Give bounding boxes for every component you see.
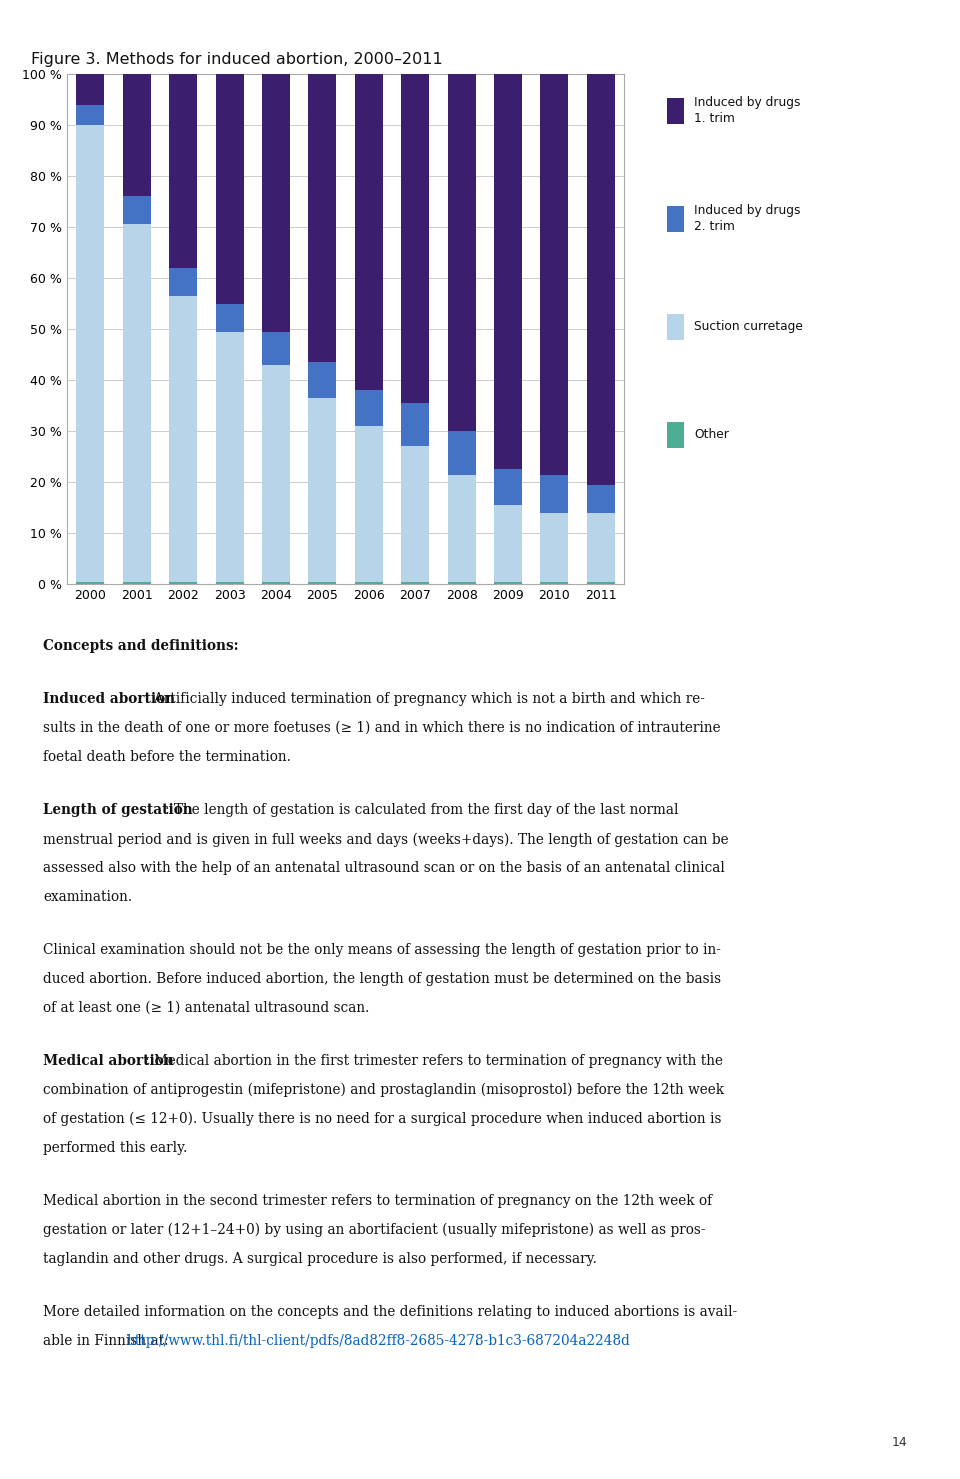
Text: of gestation (≤ 12+0). Usually there is no need for a surgical procedure when in: of gestation (≤ 12+0). Usually there is … xyxy=(43,1112,722,1127)
Bar xyxy=(216,581,244,584)
Bar xyxy=(216,74,244,303)
Text: : Medical abortion in the first trimester refers to termination of pregnancy wit: : Medical abortion in the first trimeste… xyxy=(145,1055,723,1068)
Bar xyxy=(355,74,383,390)
Bar xyxy=(401,581,429,584)
Bar xyxy=(540,513,568,581)
Text: menstrual period and is given in full weeks and days (weeks+days). The length of: menstrual period and is given in full we… xyxy=(43,833,729,846)
Bar xyxy=(494,506,522,581)
Bar xyxy=(169,74,197,268)
Bar xyxy=(169,581,197,584)
Text: combination of antiprogestin (mifepristone) and prostaglandin (misoprostol) befo: combination of antiprogestin (mifepristo… xyxy=(43,1083,725,1097)
Bar xyxy=(169,296,197,581)
Bar xyxy=(494,469,522,506)
Text: : The length of gestation is calculated from the first day of the last normal: : The length of gestation is calculated … xyxy=(165,803,679,818)
Text: duced abortion. Before induced abortion, the length of gestation must be determi: duced abortion. Before induced abortion,… xyxy=(43,972,721,986)
Bar xyxy=(216,303,244,331)
Bar xyxy=(123,197,151,225)
Text: Induced by drugs
1. trim: Induced by drugs 1. trim xyxy=(694,96,801,126)
Bar xyxy=(355,390,383,426)
Text: Other: Other xyxy=(694,429,729,441)
Text: More detailed information on the concepts and the definitions relating to induce: More detailed information on the concept… xyxy=(43,1304,737,1319)
Text: Length of gestation: Length of gestation xyxy=(43,803,193,818)
Bar xyxy=(587,74,614,485)
Text: examination.: examination. xyxy=(43,890,132,904)
Text: Induced by drugs
2. trim: Induced by drugs 2. trim xyxy=(694,204,801,234)
Bar xyxy=(355,581,383,584)
Bar xyxy=(77,581,105,584)
Bar xyxy=(494,74,522,469)
Bar xyxy=(308,74,336,362)
Bar xyxy=(447,475,475,581)
Bar xyxy=(447,74,475,432)
Bar xyxy=(262,581,290,584)
Bar xyxy=(587,581,614,584)
Bar xyxy=(447,432,475,475)
Bar xyxy=(587,513,614,581)
Bar xyxy=(77,105,105,126)
Bar xyxy=(77,126,105,581)
Text: Figure 3. Methods for induced abortion, 2000–2011: Figure 3. Methods for induced abortion, … xyxy=(31,52,443,67)
Bar xyxy=(123,74,151,197)
Bar xyxy=(123,225,151,581)
Text: taglandin and other drugs. A surgical procedure is also performed, if necessary.: taglandin and other drugs. A surgical pr… xyxy=(43,1251,597,1266)
Bar xyxy=(355,426,383,581)
Bar xyxy=(262,365,290,581)
Bar xyxy=(447,581,475,584)
Text: assessed also with the help of an antenatal ultrasound scan or on the basis of a: assessed also with the help of an antena… xyxy=(43,861,725,876)
Text: .: . xyxy=(475,1334,479,1347)
Text: Clinical examination should not be the only means of assessing the length of ges: Clinical examination should not be the o… xyxy=(43,944,721,957)
Text: Concepts and definitions:: Concepts and definitions: xyxy=(43,639,239,652)
Text: Medical abortion: Medical abortion xyxy=(43,1055,174,1068)
Bar xyxy=(308,398,336,581)
Text: http://www.thl.fi/thl-client/pdfs/8ad82ff8-2685-4278-b1c3-687204a2248d: http://www.thl.fi/thl-client/pdfs/8ad82f… xyxy=(127,1334,631,1347)
Text: Medical abortion in the second trimester refers to termination of pregnancy on t: Medical abortion in the second trimester… xyxy=(43,1194,712,1208)
Bar xyxy=(401,447,429,581)
Text: sults in the death of one or more foetuses (≥ 1) and in which there is no indica: sults in the death of one or more foetus… xyxy=(43,722,721,735)
Bar xyxy=(123,581,151,584)
Text: : Artificially induced termination of pregnancy which is not a birth and which r: : Artificially induced termination of pr… xyxy=(146,692,706,707)
Text: of at least one (≥ 1) antenatal ultrasound scan.: of at least one (≥ 1) antenatal ultrasou… xyxy=(43,1001,370,1015)
Bar xyxy=(540,581,568,584)
Bar xyxy=(216,331,244,581)
Bar xyxy=(587,485,614,513)
Text: foetal death before the termination.: foetal death before the termination. xyxy=(43,750,291,765)
Text: Suction curretage: Suction curretage xyxy=(694,321,803,333)
Bar xyxy=(401,404,429,447)
Bar xyxy=(262,331,290,365)
Bar xyxy=(540,475,568,513)
Bar xyxy=(262,74,290,331)
Bar xyxy=(77,74,105,105)
Bar xyxy=(169,268,197,296)
Text: able in Finnish at:: able in Finnish at: xyxy=(43,1334,173,1347)
Bar xyxy=(540,74,568,475)
Bar xyxy=(308,362,336,398)
Text: performed this early.: performed this early. xyxy=(43,1140,187,1155)
Bar xyxy=(494,581,522,584)
Bar xyxy=(308,581,336,584)
Text: Induced abortion: Induced abortion xyxy=(43,692,176,707)
Text: 14: 14 xyxy=(892,1436,907,1449)
Bar xyxy=(401,74,429,404)
Text: gestation or later (12+1–24+0) by using an abortifacient (usually mifepristone) : gestation or later (12+1–24+0) by using … xyxy=(43,1223,706,1238)
